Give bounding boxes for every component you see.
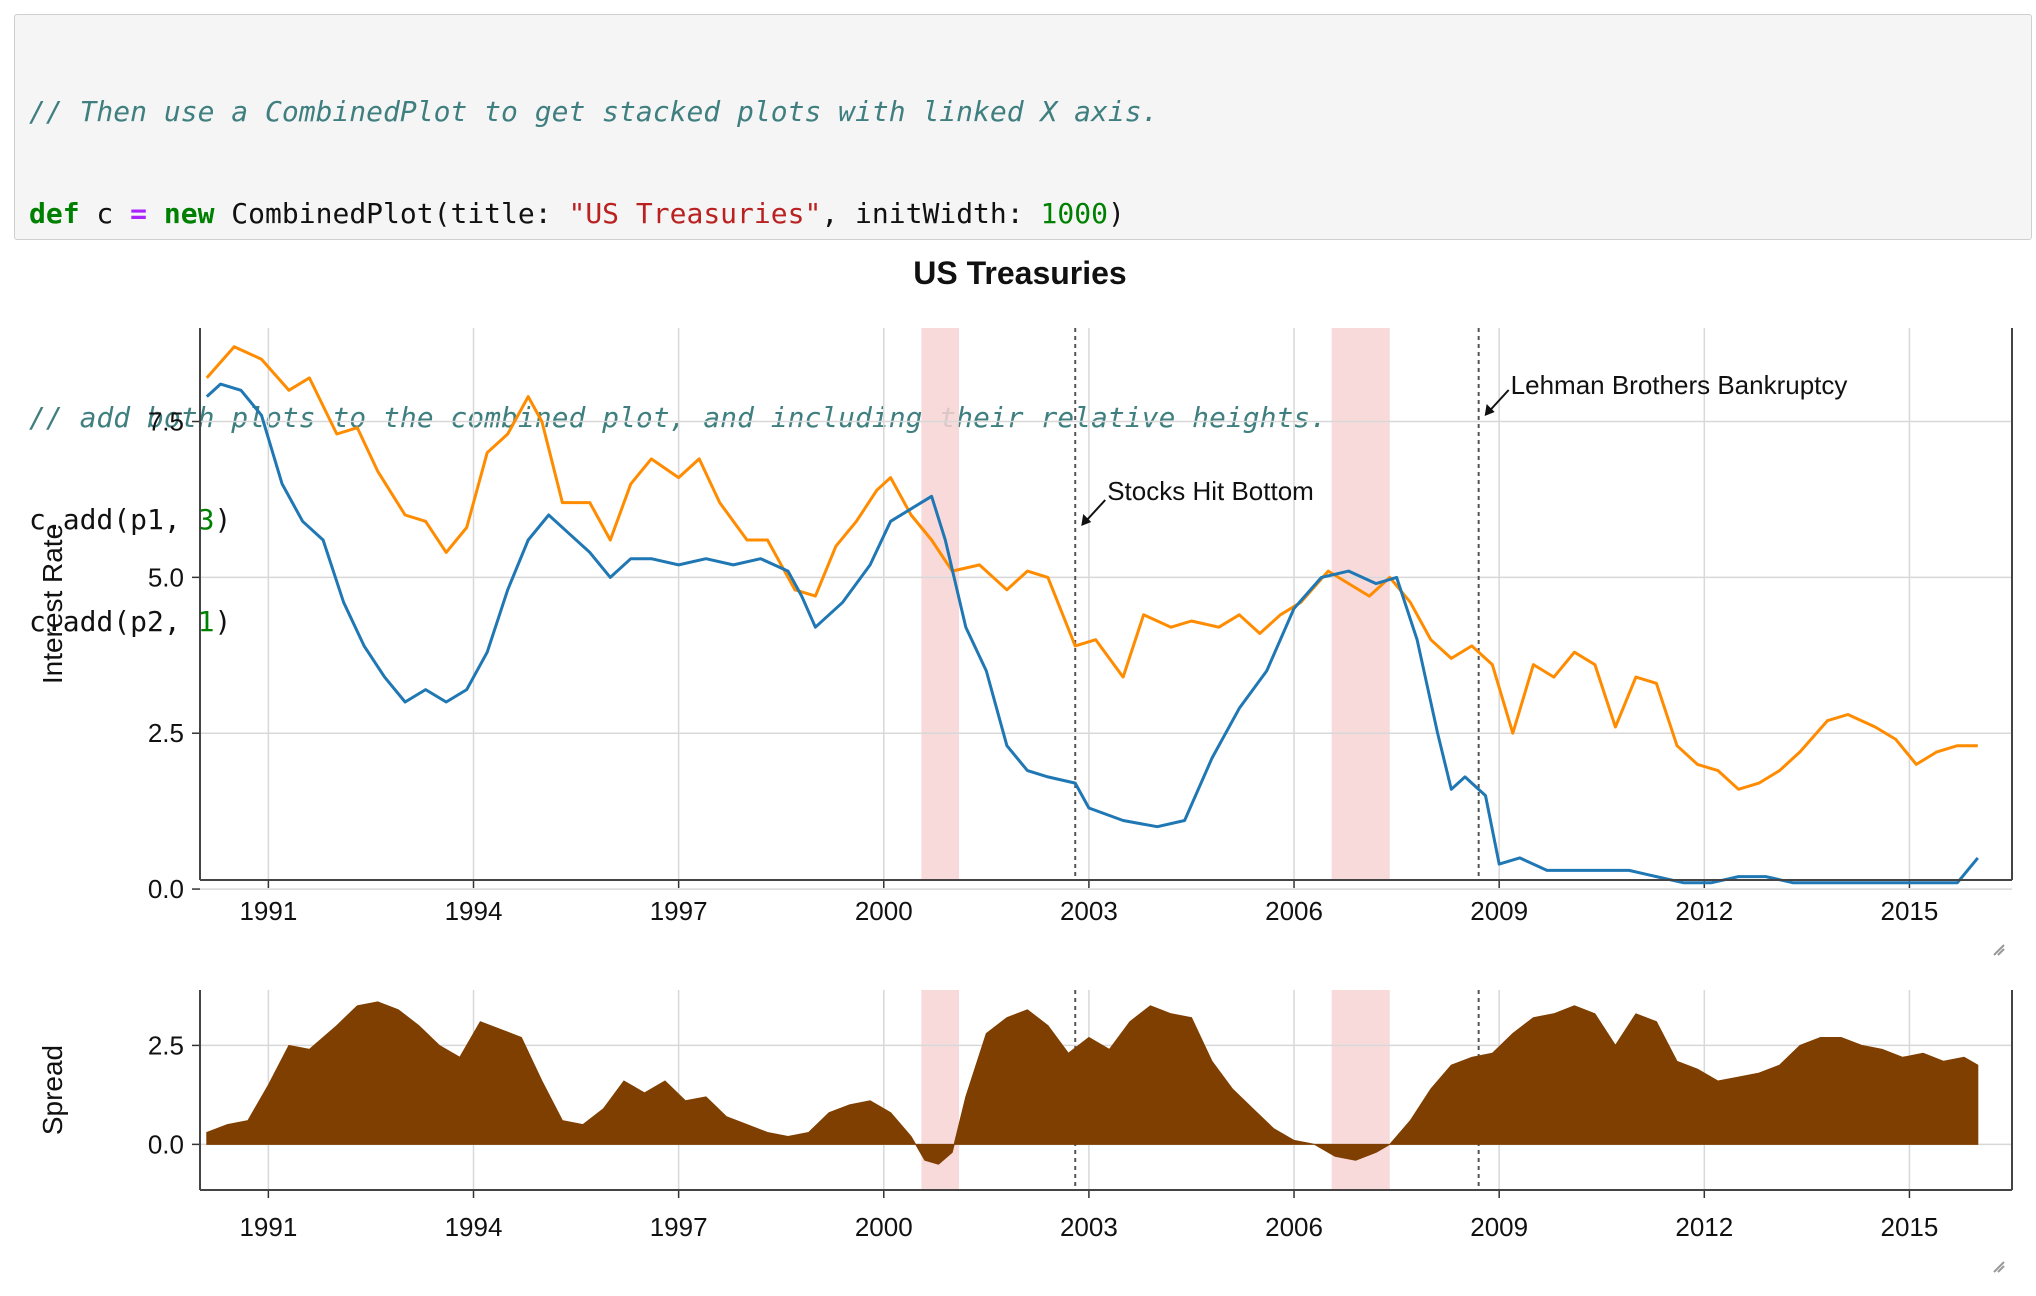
code-string: "US Treasuries" bbox=[568, 197, 822, 230]
x-tick-label: 2006 bbox=[1265, 896, 1323, 926]
spread-panel[interactable]: 1991 1994 1997 2000 2003 2006 2009 2012 2015 0.0 2… bbox=[37, 990, 2013, 1242]
x-tick-label: 2003 bbox=[1060, 896, 1118, 926]
recession-band bbox=[1331, 328, 1390, 880]
y-axis-label: Interest Rate bbox=[37, 524, 68, 684]
code-number: 1 bbox=[197, 605, 215, 638]
y-axis-label: Spread bbox=[37, 1045, 68, 1135]
code-line-5: c.add(p1, 3) bbox=[29, 503, 2017, 537]
resize-handle-bottom[interactable] bbox=[1993, 1261, 2005, 1273]
code-call: c.add(p2, bbox=[29, 605, 198, 638]
code-line-1: // Then use a CombinedPlot to get stacke… bbox=[29, 95, 2017, 129]
code-number: 3 bbox=[197, 503, 215, 536]
resize-handle-top[interactable] bbox=[1993, 944, 2005, 956]
spread-area bbox=[206, 1001, 1979, 1165]
y-tick-label: 5.0 bbox=[148, 562, 184, 592]
annotation-arrow-head bbox=[1484, 404, 1495, 416]
code-comment: // Then use a CombinedPlot to get stacke… bbox=[29, 95, 1159, 128]
y-tick-label: 7.5 bbox=[148, 407, 184, 437]
x-tick-label: 1994 bbox=[445, 896, 503, 926]
code-line-2: def c = new CombinedPlot(title: "US Trea… bbox=[29, 197, 2017, 231]
x-tick-label: 1991 bbox=[239, 1212, 297, 1242]
code-call: c.add(p1, bbox=[29, 503, 198, 536]
x-tick-label: 1997 bbox=[650, 896, 708, 926]
recession-band bbox=[921, 328, 959, 880]
code-close: ) bbox=[214, 503, 232, 536]
code-variable: c bbox=[79, 197, 131, 230]
x-tick-label: 2015 bbox=[1881, 896, 1939, 926]
series-line-ten_year bbox=[205, 345, 1978, 791]
y-tick-label: 2.5 bbox=[148, 1030, 184, 1060]
y-tick-label: 0.0 bbox=[148, 1129, 184, 1159]
x-tick-label: 2012 bbox=[1675, 896, 1733, 926]
code-cell[interactable]: // Then use a CombinedPlot to get stacke… bbox=[14, 14, 2032, 638]
x-tick-label: 1997 bbox=[650, 1212, 708, 1242]
x-tick-label: 2009 bbox=[1470, 896, 1528, 926]
code-close: ) bbox=[214, 605, 232, 638]
series-line-one_year bbox=[205, 382, 1979, 885]
x-tick-label: 1991 bbox=[239, 896, 297, 926]
code-args: , initWidth: bbox=[821, 197, 1041, 230]
chart-title: US Treasuries bbox=[913, 255, 1126, 291]
x-tick-label: 2012 bbox=[1675, 1212, 1733, 1242]
x-tick-label: 2015 bbox=[1881, 1212, 1939, 1242]
code-keyword-new: new bbox=[163, 197, 215, 230]
event-annotation: Stocks Hit Bottom bbox=[1107, 476, 1314, 506]
code-operator: = bbox=[130, 197, 148, 230]
y-tick-label: 2.5 bbox=[148, 718, 184, 748]
code-call: CombinedPlot(title: bbox=[214, 197, 569, 230]
annotation-arrow-head bbox=[1081, 514, 1092, 526]
code-space bbox=[147, 197, 164, 230]
y-tick-label: 0.0 bbox=[148, 874, 184, 904]
x-tick-label: 2000 bbox=[855, 1212, 913, 1242]
x-tick-label: 2006 bbox=[1265, 1212, 1323, 1242]
recession-band bbox=[1331, 990, 1390, 1190]
x-tick-label: 1994 bbox=[445, 1212, 503, 1242]
combined-plot[interactable]: US Treasuries 1991 1994 1997 2000 2003 2006 20… bbox=[0, 240, 2036, 1290]
interest-rate-panel[interactable]: 1991 1994 1997 2000 2003 2006 2009 2012 2015 0.0 2… bbox=[37, 328, 2013, 926]
event-annotation: Lehman Brothers Bankruptcy bbox=[1511, 370, 1848, 400]
code-keyword-def: def bbox=[29, 197, 80, 230]
x-tick-label: 2009 bbox=[1470, 1212, 1528, 1242]
code-close: ) bbox=[1107, 197, 1125, 230]
code-line-6: c.add(p2, 1) bbox=[29, 605, 2017, 639]
x-tick-label: 2003 bbox=[1060, 1212, 1118, 1242]
x-tick-label: 2000 bbox=[855, 896, 913, 926]
code-number: 1000 bbox=[1040, 197, 1108, 230]
